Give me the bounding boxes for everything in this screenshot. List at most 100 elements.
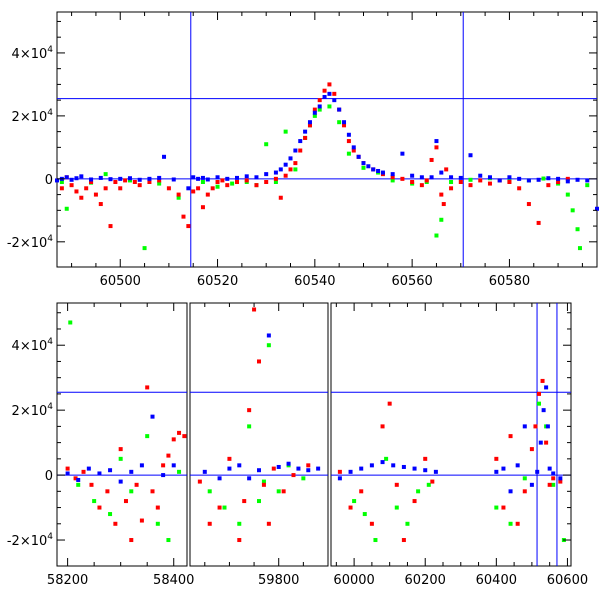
data-point: [430, 479, 435, 484]
data-point: [565, 192, 570, 197]
data-point: [575, 227, 580, 232]
data-point: [264, 142, 269, 147]
data-point: [434, 233, 439, 238]
data-point: [162, 154, 167, 159]
data-point: [575, 177, 580, 182]
data-point: [139, 463, 144, 468]
data-point: [373, 538, 378, 543]
data-point: [84, 186, 89, 191]
y-tick-label: 0: [45, 469, 53, 484]
data-point: [369, 463, 374, 468]
data-point: [200, 175, 205, 180]
data-point: [150, 414, 155, 419]
data-point: [390, 178, 395, 183]
x-tick-label: 60600: [547, 573, 588, 588]
data-point: [541, 408, 546, 413]
data-point: [65, 471, 70, 476]
data-point: [380, 460, 385, 465]
data-point: [271, 466, 276, 471]
data-point: [468, 183, 473, 188]
data-point: [322, 88, 327, 93]
data-point: [487, 181, 492, 186]
zoomed-light-curve-panel: 60500 60520 60540 60560 60580 -2×104 0 2×104 4×1…: [7, 11, 599, 289]
data-point: [147, 180, 152, 184]
data-point: [405, 521, 410, 526]
data-point: [108, 177, 113, 182]
data-point: [215, 175, 220, 180]
data-point: [207, 521, 212, 526]
data-point: [508, 434, 513, 439]
data-point: [244, 178, 249, 183]
data-point: [327, 104, 332, 109]
data-point: [595, 206, 599, 211]
data-point: [217, 476, 222, 481]
data-point: [220, 178, 225, 183]
data-point: [410, 180, 415, 184]
data-point: [98, 202, 103, 207]
data-point: [478, 178, 483, 183]
data-point: [222, 505, 227, 510]
data-point: [501, 466, 506, 471]
data-point: [458, 175, 463, 180]
data-point: [129, 469, 134, 474]
data-point: [196, 176, 201, 181]
data-point: [118, 176, 123, 181]
data-point: [424, 178, 429, 183]
data-point: [171, 177, 176, 182]
data-point: [118, 186, 123, 191]
data-point: [346, 151, 351, 156]
data-point: [288, 167, 293, 172]
data-point: [356, 154, 361, 159]
data-point: [244, 174, 249, 179]
data-point: [142, 246, 147, 251]
data-point: [113, 180, 118, 184]
data-point: [278, 195, 283, 200]
data-point: [273, 170, 278, 175]
x-tick-label: 58400: [153, 573, 194, 588]
data-point: [306, 468, 311, 473]
data-point: [362, 512, 367, 517]
data-point: [247, 424, 252, 429]
data-point: [123, 178, 128, 183]
data-point: [205, 192, 210, 197]
x-tick-label: 59800: [258, 573, 299, 588]
data-point: [76, 482, 81, 487]
data-point: [89, 482, 94, 487]
data-point: [366, 164, 371, 169]
data-point: [74, 189, 79, 194]
data-point: [108, 224, 113, 229]
data-point: [215, 184, 220, 189]
data-point: [230, 181, 235, 186]
data-point: [346, 139, 351, 144]
data-point: [434, 145, 439, 150]
data-point: [281, 489, 286, 494]
data-point: [157, 181, 162, 186]
data-point: [380, 424, 385, 429]
data-point: [293, 148, 298, 153]
data-point: [137, 177, 142, 182]
data-point: [352, 499, 357, 504]
data-point: [551, 482, 556, 487]
data-point: [546, 183, 551, 188]
data-point: [544, 440, 549, 445]
data-point: [307, 120, 312, 125]
data-point: [254, 183, 259, 188]
data-point: [412, 499, 417, 504]
data-point: [536, 177, 541, 182]
x-tick-label: 60560: [391, 274, 432, 289]
data-point: [161, 463, 166, 468]
data-point: [283, 173, 288, 178]
data-point: [537, 391, 541, 396]
data-point: [401, 538, 406, 543]
data-point: [439, 217, 444, 222]
data-point: [118, 447, 123, 452]
data-point: [291, 473, 296, 478]
data-point: [261, 482, 266, 487]
data-point: [577, 246, 582, 251]
data-point: [264, 172, 269, 177]
data-point: [64, 175, 69, 180]
data-point: [533, 424, 538, 429]
x-tick-label: 60500: [100, 274, 141, 289]
data-point: [98, 175, 103, 180]
data-point: [127, 176, 132, 181]
